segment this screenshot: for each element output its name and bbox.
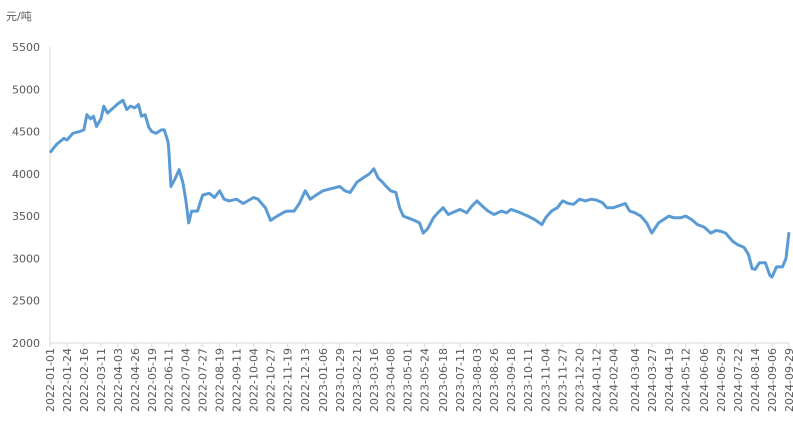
x-tick-label: 2024-03-04 xyxy=(629,348,642,412)
x-tick-label: 2024-04-19 xyxy=(663,348,676,412)
x-tick-label: 2022-01-24 xyxy=(61,348,74,412)
x-tick-label: 2024-07-22 xyxy=(732,348,745,412)
y-tick-label: 2000 xyxy=(12,337,40,350)
x-tick-label: 2022-12-13 xyxy=(299,348,312,412)
x-tick-label: 2022-01-01 xyxy=(44,348,57,412)
x-tick-label: 2023-06-18 xyxy=(437,348,450,412)
y-tick-label: 5500 xyxy=(12,41,40,54)
x-tick-label: 2023-11-27 xyxy=(557,348,570,412)
y-tick-label: 4500 xyxy=(12,126,40,139)
x-tick-label: 2022-10-04 xyxy=(248,348,261,412)
x-tick-label: 2022-03-11 xyxy=(95,348,108,412)
x-tick-label: 2024-08-14 xyxy=(749,348,762,412)
x-tick-label: 2024-03-27 xyxy=(646,348,659,412)
x-tick-label: 2022-04-03 xyxy=(112,348,125,412)
x-tick-label: 2024-01-12 xyxy=(591,348,604,412)
x-tick-label: 2022-11-19 xyxy=(281,348,294,412)
y-tick-label: 3500 xyxy=(12,210,40,223)
x-tick-label: 2024-09-29 xyxy=(783,348,793,412)
x-tick-label: 2022-06-11 xyxy=(163,348,176,412)
x-tick-label: 2023-03-16 xyxy=(368,348,381,412)
x-tick-label: 2022-09-11 xyxy=(231,348,244,412)
x-tick-label: 2023-12-20 xyxy=(574,348,587,412)
x-tick-label: 2022-08-19 xyxy=(214,348,227,412)
x-tick-label: 2024-05-12 xyxy=(680,348,693,412)
x-tick-label: 2022-04-26 xyxy=(129,348,142,412)
x-tick-label: 2023-11-04 xyxy=(540,348,553,412)
x-tick-label: 2024-02-04 xyxy=(607,348,620,412)
x-tick-label: 2023-02-21 xyxy=(351,348,364,412)
y-tick-label: 2500 xyxy=(12,295,40,308)
x-tick-label: 2023-08-26 xyxy=(488,348,501,412)
x-tick-label: 2023-01-06 xyxy=(317,348,330,412)
x-tick-label: 2022-07-04 xyxy=(180,348,193,412)
x-tick-label: 2022-05-19 xyxy=(146,348,159,412)
x-tick-label: 2024-06-06 xyxy=(698,348,711,412)
x-tick-label: 2022-10-27 xyxy=(265,348,278,412)
x-tick-label: 2024-06-29 xyxy=(715,348,728,412)
x-tick-label: 2022-07-27 xyxy=(197,348,210,412)
y-tick-label: 4000 xyxy=(12,168,40,181)
x-tick-label: 2023-05-01 xyxy=(402,348,415,412)
y-axis-label: 元/吨 xyxy=(6,10,32,23)
x-tick-label: 2023-08-03 xyxy=(471,348,484,412)
x-tick-label: 2024-09-06 xyxy=(766,348,779,412)
x-tick-label: 2023-09-18 xyxy=(505,348,518,412)
x-tick-label: 2023-07-11 xyxy=(454,348,467,412)
x-tick-label: 2023-01-29 xyxy=(334,348,347,412)
x-tick-label: 2022-02-16 xyxy=(78,348,91,412)
line-series xyxy=(48,98,791,279)
x-tick-label: 2023-04-08 xyxy=(385,348,398,412)
y-tick-label: 3000 xyxy=(12,252,40,265)
y-tick-label: 5000 xyxy=(12,83,40,96)
x-tick-label: 2023-10-11 xyxy=(522,348,535,412)
x-tick-label: 2023-05-24 xyxy=(419,348,432,412)
